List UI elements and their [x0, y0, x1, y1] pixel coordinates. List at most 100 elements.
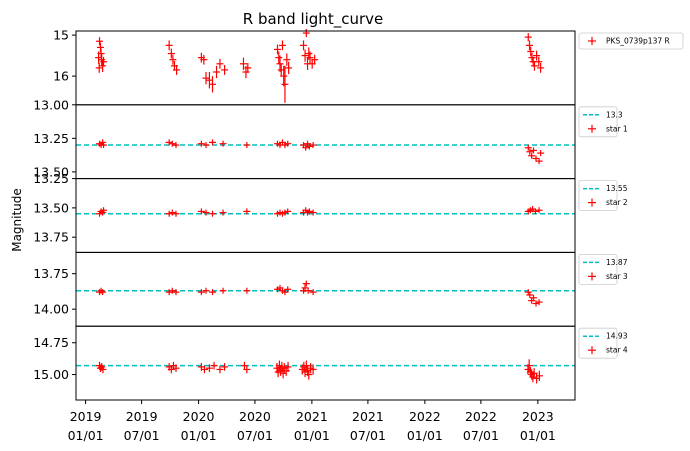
data-point	[200, 54, 208, 65]
data-point	[205, 72, 213, 89]
data-point	[243, 365, 251, 374]
data-point	[279, 368, 287, 379]
data-point	[200, 365, 208, 374]
data-point	[275, 51, 283, 64]
data-point	[535, 158, 543, 165]
data-point	[280, 65, 288, 87]
data-point	[172, 210, 180, 217]
y-tick-label: 13.00	[33, 97, 69, 112]
data-point	[284, 140, 292, 147]
x-tick-label-year: 2020	[239, 409, 271, 424]
y-tick-label: 13.50	[33, 164, 69, 179]
x-tick-label-date: 01/01	[294, 428, 330, 443]
data-point	[525, 40, 533, 51]
panel-5: 14.75 15.00 14.93 star 4	[33, 325, 628, 401]
x-tick-label-year: 2019	[70, 409, 102, 424]
data-point	[97, 287, 105, 294]
x-tick-label-date: 07/01	[124, 428, 160, 443]
data-point	[524, 33, 532, 42]
data-point	[197, 140, 205, 147]
data-point	[284, 208, 292, 215]
data-point	[221, 65, 229, 75]
data-point	[309, 364, 317, 375]
y-tick-label: 15	[53, 28, 69, 43]
y-axis-label: Magnitude	[10, 188, 24, 252]
data-point	[531, 208, 539, 215]
data-point	[527, 46, 535, 57]
panel-1: 15 16 PKS_0739p137 R	[53, 28, 684, 106]
data-point	[311, 54, 319, 65]
y-tick-label: 13.25	[33, 131, 69, 146]
data-point	[530, 60, 538, 71]
data-point	[274, 44, 282, 55]
data-point	[243, 142, 251, 149]
data-point	[305, 369, 313, 380]
chart-title: R band light_curve	[243, 10, 383, 29]
panel-4: 13.75 14.00 13.87 star 3	[33, 251, 628, 327]
legend: 13.3 star 1	[578, 106, 628, 138]
y-tick-label: 14.00	[33, 302, 69, 317]
data-point	[535, 370, 543, 381]
legend: PKS_0739p137 R	[578, 32, 684, 50]
data-point	[525, 359, 533, 373]
data-point	[169, 54, 177, 65]
legend-points-label: star 1	[606, 124, 628, 133]
x-tick-label-year: 2021	[296, 409, 328, 424]
data-point	[535, 299, 543, 306]
data-point	[209, 76, 217, 93]
x-tick-label-date: 01/01	[407, 428, 443, 443]
data-point	[219, 140, 227, 147]
legend: 14.93 star 4	[578, 327, 628, 359]
data-point	[532, 155, 540, 162]
data-point	[309, 289, 317, 296]
data-point	[202, 287, 210, 294]
x-tick-label-year: 2022	[465, 409, 497, 424]
data-point	[216, 58, 224, 69]
data-point	[168, 287, 176, 294]
y-tick-label: 13.25	[33, 171, 69, 186]
data-point	[172, 142, 180, 149]
data-point	[283, 53, 291, 66]
data-point	[535, 207, 543, 214]
panel-frame	[75, 104, 576, 180]
data-point	[99, 365, 107, 374]
x-tick-label-date: 01/01	[181, 428, 217, 443]
x-tick-label-year: 2020	[183, 409, 215, 424]
data-point	[305, 208, 313, 215]
y-tick-label: 16	[53, 69, 69, 84]
data-point	[284, 286, 292, 293]
data-point	[100, 207, 108, 214]
data-point	[219, 287, 227, 294]
data-point	[528, 152, 536, 159]
data-point	[285, 61, 293, 75]
data-point	[302, 28, 310, 38]
data-point	[221, 363, 229, 371]
data-point	[100, 56, 108, 67]
data-point	[243, 208, 251, 215]
legend-points-label: star 3	[606, 272, 628, 281]
data-point	[309, 142, 317, 149]
data-point	[95, 62, 103, 73]
data-point	[219, 209, 227, 216]
data-point	[524, 144, 532, 151]
data-point	[239, 57, 247, 70]
data-point	[530, 294, 538, 301]
data-point	[210, 361, 218, 370]
data-point	[209, 210, 217, 217]
data-point	[530, 147, 538, 154]
data-point	[95, 51, 103, 64]
x-tick-label-year: 2023	[522, 409, 554, 424]
data-point	[302, 280, 310, 287]
panel-frame	[75, 325, 576, 401]
x-tick-label-date: 07/01	[463, 428, 499, 443]
x-tick-label-date: 07/01	[237, 428, 273, 443]
x-tick-label-year: 2019	[126, 409, 158, 424]
data-point	[197, 208, 205, 215]
data-point	[209, 289, 217, 296]
x-axis: 2019 01/01 2019 07/01 2020 01/01 2020 07/01 2021…	[68, 400, 556, 443]
y-tick-label: 14.75	[33, 335, 69, 350]
x-tick-label-date: 07/01	[350, 428, 386, 443]
data-point	[213, 65, 221, 79]
legend-line-label: 14.93	[606, 332, 628, 341]
